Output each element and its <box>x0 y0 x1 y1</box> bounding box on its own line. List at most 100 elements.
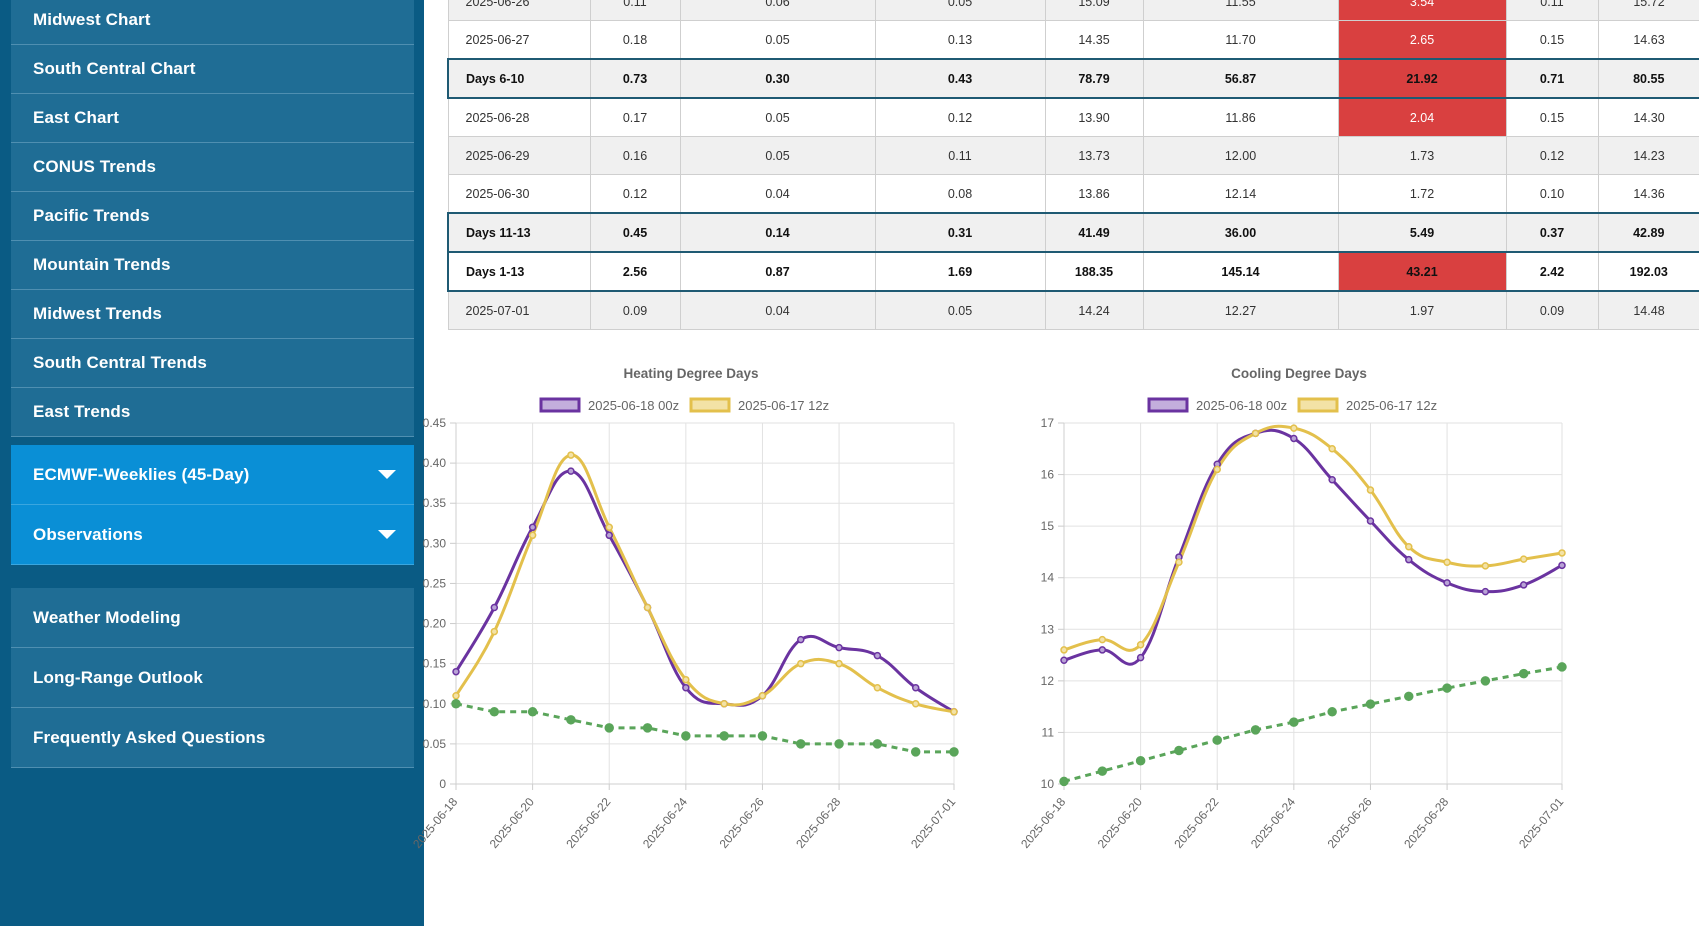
nav-group-top: Midwest Chart South Central Chart East Cha… <box>11 0 414 437</box>
legend-label: 2025-06-18 00z <box>588 398 679 413</box>
sidebar-item-label: South Central Trends <box>33 353 207 372</box>
y-tick-label: 11 <box>1042 725 1055 739</box>
data-point <box>1481 562 1490 570</box>
x-tick-label: 2025-06-24 <box>1248 795 1298 851</box>
sidebar-item-label: Midwest Chart <box>33 10 151 29</box>
data-point <box>1557 662 1567 672</box>
legend-swatch <box>1147 397 1189 413</box>
table-cell: 13.86 <box>1044 174 1144 214</box>
x-tick-label: 2025-06-22 <box>1171 795 1221 851</box>
data-point <box>1060 656 1068 664</box>
legend-swatch <box>539 397 581 413</box>
table-cell: 0.06 <box>679 0 876 21</box>
data-point <box>1443 558 1451 566</box>
table-cell: 0.16 <box>589 136 681 175</box>
data-point <box>1558 549 1566 557</box>
table-row: 2025-07-01 0.09 0.04 0.05 14.24 12.27 1.97 0.09… <box>447 290 1699 330</box>
table-cell: 192.03 <box>1597 251 1699 292</box>
sidebar-item-ecmwf-weeklies-45-day[interactable]: ECMWF-Weeklies (45-Day) <box>11 445 414 505</box>
data-point <box>1098 635 1107 644</box>
sidebar-item-label: Observations <box>33 524 143 544</box>
data-point <box>490 603 499 612</box>
table-cell: 15.09 <box>1044 0 1144 21</box>
table-cell: 14.24 <box>1044 290 1144 330</box>
table-cell: 0.04 <box>679 290 876 330</box>
table-cell: 0.05 <box>679 20 876 60</box>
table-cell: 0.17 <box>589 97 681 137</box>
data-point <box>566 715 576 725</box>
x-tick-label: 2025-06-28 <box>1401 795 1451 851</box>
table-cell: 21.92 <box>1337 58 1507 99</box>
x-tick-label: 2025-07-01 <box>908 795 958 851</box>
sidebar-item-pacific-trends[interactable]: Pacific Trends <box>11 192 414 241</box>
data-point <box>604 723 614 733</box>
data-point <box>528 531 537 540</box>
sidebar-item-frequently-asked-questions[interactable]: Frequently Asked Questions <box>11 708 414 768</box>
data-point <box>1480 676 1491 686</box>
sidebar-item-label: Mountain Trends <box>33 255 171 274</box>
table-cell: 13.73 <box>1044 136 1144 175</box>
table-cell: 0.71 <box>1505 58 1599 99</box>
table-cell-label: Days 6-10 <box>447 58 591 99</box>
data-point <box>1405 555 1413 564</box>
y-tick-label: 0.40 <box>423 456 447 470</box>
data-point <box>528 523 537 532</box>
x-tick-label: 2025-06-20 <box>1095 795 1145 851</box>
y-tick-label: 0 <box>439 777 446 791</box>
sidebar-item-label: ECMWF-Weeklies (45-Day) <box>33 464 250 484</box>
data-point <box>605 523 613 532</box>
legend-label: 2025-06-18 00z <box>1196 398 1287 413</box>
table-cell-label: 2025-06-28 <box>447 97 591 137</box>
data-point <box>911 700 920 708</box>
data-point <box>1174 745 1184 756</box>
y-tick-label: 0.45 <box>423 416 447 430</box>
sidebar-item-midwest-trends[interactable]: Midwest Trends <box>11 290 414 339</box>
sidebar-item-label: Midwest Trends <box>33 304 162 323</box>
y-tick-label: 0.15 <box>423 657 447 671</box>
table-cell: 0.15 <box>1505 20 1599 60</box>
y-tick-label: 13 <box>1041 622 1055 636</box>
data-point <box>490 627 499 636</box>
table-cell: 145.14 <box>1142 251 1339 292</box>
sidebar-item-long-range-outlook[interactable]: Long-Range Outlook <box>11 648 414 708</box>
y-tick-label: 12 <box>1041 674 1055 688</box>
sidebar-item-south-central-chart[interactable]: South Central Chart <box>11 45 414 94</box>
data-point <box>489 707 500 717</box>
sidebar-item-weather-modeling[interactable]: Weather Modeling <box>11 588 414 648</box>
sidebar-item-midwest-chart[interactable]: Midwest Chart <box>11 0 414 45</box>
sidebar-item-east-chart[interactable]: East Chart <box>11 94 414 143</box>
legend-label: 2025-06-17 12z <box>1346 398 1437 413</box>
table-cell: 41.49 <box>1044 212 1144 253</box>
data-point <box>1289 717 1299 727</box>
table-cell: 0.08 <box>874 174 1046 214</box>
sidebar-item-conus-trends[interactable]: CONUS Trends <box>11 143 414 192</box>
table-cell: 2.65 <box>1337 20 1507 60</box>
data-point <box>1059 776 1069 787</box>
table-cell: 36.00 <box>1142 212 1339 253</box>
table-cell: 13.90 <box>1044 97 1144 137</box>
table-summary-row: Days 11-13 0.45 0.14 0.31 41.49 36.00 5.49 0.37… <box>447 212 1699 253</box>
sidebar-item-east-trends[interactable]: East Trends <box>11 388 414 437</box>
table-row: 2025-06-27 0.18 0.05 0.13 14.35 11.70 2.65 0.15… <box>447 20 1699 60</box>
data-point <box>1250 725 1261 735</box>
table-cell-label: 2025-07-01 <box>447 290 591 330</box>
data-point <box>1519 581 1528 589</box>
x-tick-label: 2025-06-26 <box>1325 795 1375 851</box>
y-tick-label: 17 <box>1041 416 1055 430</box>
table-cell: 0.10 <box>1505 174 1599 214</box>
data-point <box>1097 766 1108 776</box>
table-cell: 0.11 <box>589 0 681 21</box>
data-point <box>1442 683 1452 693</box>
y-tick-label: 10 <box>1041 777 1055 791</box>
table-cell: 1.72 <box>1337 174 1507 214</box>
sidebar-item-mountain-trends[interactable]: Mountain Trends <box>11 241 414 290</box>
data-point <box>1290 434 1298 443</box>
data-point <box>1405 543 1413 551</box>
y-tick-label: 0.25 <box>423 576 447 590</box>
table-cell: 43.21 <box>1337 251 1507 292</box>
sidebar-item-south-central-trends[interactable]: South Central Trends <box>11 339 414 388</box>
table-row: 2025-06-30 0.12 0.04 0.08 13.86 12.14 1.72 0.10… <box>447 174 1699 214</box>
sidebar-item-observations[interactable]: Observations <box>11 505 414 565</box>
table-cell: 0.18 <box>589 20 681 60</box>
table-cell: 3.54 <box>1337 0 1507 21</box>
